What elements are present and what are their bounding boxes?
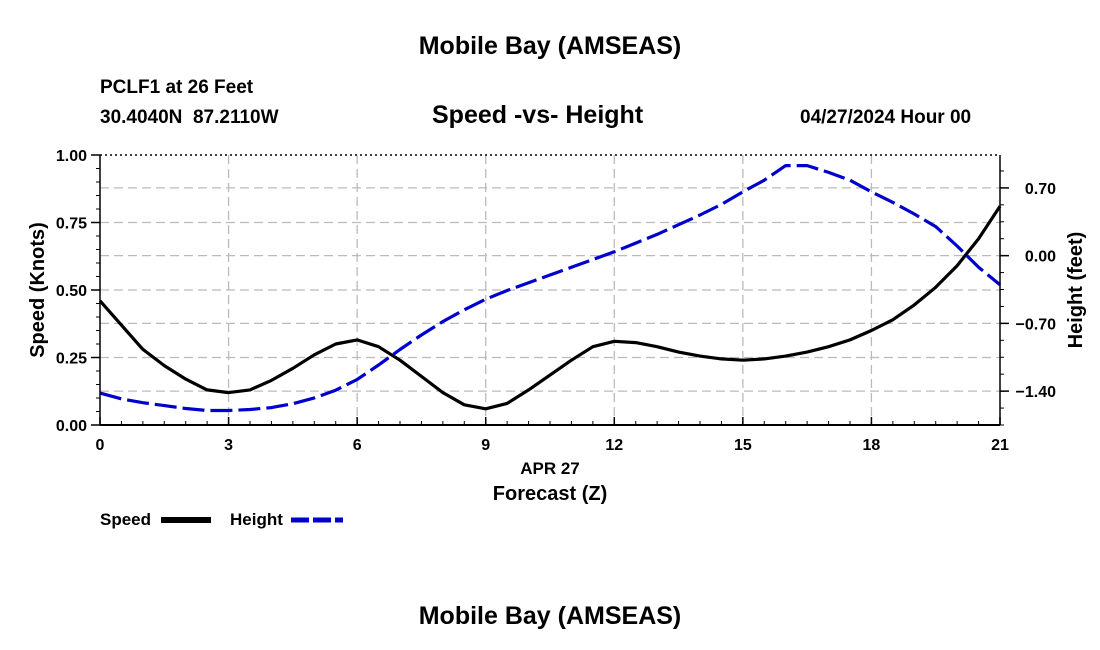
y-right-tick-label-0: −1.40	[1016, 384, 1057, 401]
chart-subtitle: Speed -vs- Height	[432, 101, 644, 129]
y-right-tick-label-2: 0.00	[1025, 249, 1056, 266]
x-axis-date-label: APR 27	[520, 459, 580, 478]
legend-height-swatch	[291, 517, 343, 523]
series-line-speed	[98, 205, 1002, 411]
x-tick-label-12: 12	[605, 437, 623, 454]
x-tick-label-0: 0	[96, 437, 105, 454]
y-left-tick-label-3: 0.75	[56, 216, 87, 233]
y-left-tick-label-1: 0.25	[56, 351, 87, 368]
y-left-tick-label-0: 0.00	[56, 418, 87, 435]
x-tick-label-21: 21	[991, 437, 1009, 454]
station-coordinates: 30.4040N 87.2110W	[100, 107, 279, 128]
series-line-height	[99, 164, 1002, 413]
forecast-datetime: 04/27/2024 Hour 00	[800, 107, 972, 128]
legend-height-label: Height	[230, 510, 283, 529]
legend-speed-swatch	[161, 517, 211, 523]
y-left-tick-label-4: 1.00	[56, 148, 87, 165]
y-axis-right-label: Height (feet)	[1065, 232, 1087, 349]
y-right-tick-label-3: 0.70	[1025, 181, 1056, 198]
y-left-tick-label-2: 0.50	[56, 283, 87, 300]
legend-speed-label: Speed	[100, 510, 152, 529]
x-tick-label-15: 15	[734, 437, 752, 454]
axes: 0 3 6 9 12 15 18 21 0.00 0.25 0.50 0.75 1.00 −1.40 −0.…	[56, 148, 1056, 454]
series-layer	[98, 164, 1002, 413]
station-label: PCLF1 at 26 Feet	[100, 77, 254, 98]
grid-lines	[100, 155, 1000, 425]
chart-title: Mobile Bay (AMSEAS)	[418, 32, 682, 60]
footer-title: Mobile Bay (AMSEAS)	[418, 602, 682, 630]
x-tick-label-9: 9	[481, 437, 490, 454]
x-axis-label: Forecast (Z)	[493, 483, 607, 505]
y-axis-left-label: Speed (Knots)	[27, 222, 49, 358]
x-tick-label-3: 3	[224, 437, 233, 454]
x-tick-label-6: 6	[353, 437, 362, 454]
y-right-tick-label-1: −0.70	[1016, 316, 1057, 333]
x-tick-label-18: 18	[863, 437, 881, 454]
